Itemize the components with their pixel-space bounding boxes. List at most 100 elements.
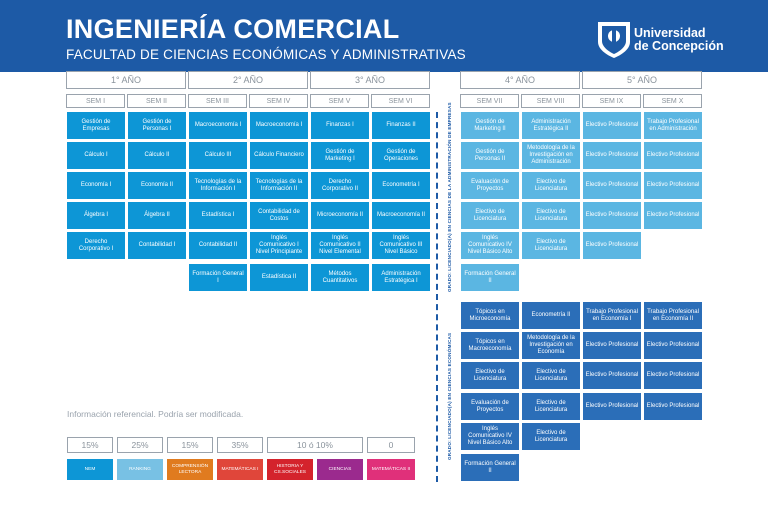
weight-lectora: 15%	[167, 437, 213, 453]
course-box: Electivo Profesional	[644, 332, 702, 359]
course-box: Inglés Comunicativo III Nivel Básico	[372, 232, 430, 259]
legend-matematicas-1: MATEMÁTICAS I	[217, 459, 263, 480]
course-box: Evaluación de Proyectos	[461, 172, 519, 199]
page-title: INGENIERÍA COMERCIAL	[66, 14, 400, 44]
course-box: Tópicos en Microeconomía	[461, 302, 519, 329]
course-box: Inglés Comunicativo IV Nivel Básico Alto	[461, 232, 519, 259]
course-box: Metodología de la Investigación en Econo…	[522, 332, 580, 359]
legend-ciencias: CIENCIAS	[317, 459, 363, 480]
course-box: Administración Estratégica I	[372, 264, 430, 291]
course-box: Álgebra I	[67, 202, 125, 229]
year-header-4: 4° AÑO	[460, 71, 580, 89]
course-box: Formación General II	[461, 264, 519, 291]
weight-matematicas-2: 0	[367, 437, 415, 453]
course-box: Contabilidad II	[189, 232, 247, 259]
sem-header-8: SEM VIII	[521, 94, 580, 108]
course-box: Gestión de Marketing I	[311, 142, 369, 169]
course-box: Cálculo III	[189, 142, 247, 169]
sem-header-10: SEM X	[643, 94, 702, 108]
sem-header-9: SEM IX	[582, 94, 641, 108]
sem-header-7: SEM VII	[460, 94, 519, 108]
year-header-5: 5° AÑO	[582, 71, 702, 89]
course-box: Inglés Comunicativo IV Nivel Básico Alto	[461, 423, 519, 450]
course-box: Gestión de Personas II	[461, 142, 519, 169]
course-box: Trabajo Profesional en Economía II	[644, 302, 702, 329]
degree-divider	[436, 112, 438, 482]
legend-comprension-lectora: COMPRENSIÓN LECTORA	[167, 459, 213, 480]
logo-line-1: Universidad	[634, 26, 706, 40]
course-box: Macroeconomía I	[250, 112, 308, 139]
course-box: Electivo Profesional	[644, 172, 702, 199]
course-box: Gestión de Personas I	[128, 112, 186, 139]
sem-header-4: SEM IV	[249, 94, 308, 108]
weight-historia-ciencias: 10 ó 10%	[267, 437, 363, 453]
course-box: Electivo Profesional	[583, 112, 641, 139]
course-box: Electivo Profesional	[644, 393, 702, 420]
course-box: Trabajo Profesional en Economía I	[583, 302, 641, 329]
weight-nem: 15%	[67, 437, 113, 453]
course-box: Electivo de Licenciatura	[461, 362, 519, 389]
sem-header-5: SEM V	[310, 94, 369, 108]
legend-nem: NEM	[67, 459, 113, 480]
course-box: Electivo de Licenciatura	[461, 202, 519, 229]
year-header-3: 3° AÑO	[310, 71, 430, 89]
course-box: Electivo Profesional	[644, 142, 702, 169]
course-box: Electivo Profesional	[583, 332, 641, 359]
course-box: Electivo de Licenciatura	[522, 362, 580, 389]
legend-matematicas-2: MATEMÁTICAS II	[367, 459, 415, 480]
course-box: Cálculo I	[67, 142, 125, 169]
course-box: Derecho Corporativo I	[67, 232, 125, 259]
course-box: Derecho Corporativo II	[311, 172, 369, 199]
course-box: Tecnologías de la Información I	[189, 172, 247, 199]
course-box: Electivo de Licenciatura	[522, 423, 580, 450]
course-box: Economía I	[67, 172, 125, 199]
course-box: Administración Estratégica II	[522, 112, 580, 139]
disclaimer-note: Información referencial. Podría ser modi…	[67, 409, 244, 419]
course-box: Cálculo II	[128, 142, 186, 169]
legend-historia: HISTORIA Y CS.SOCIALES	[267, 459, 313, 480]
course-box: Electivo Profesional	[583, 142, 641, 169]
course-box: Econometría I	[372, 172, 430, 199]
course-box: Estadística I	[189, 202, 247, 229]
course-box: Econometría II	[522, 302, 580, 329]
course-box: Electivo de Licenciatura	[522, 202, 580, 229]
course-box: Trabajo Profesional en Administración	[644, 112, 702, 139]
course-box: Contabilidad I	[128, 232, 186, 259]
course-box: Electivo Profesional	[583, 202, 641, 229]
course-box: Inglés Comunicativo I Nivel Principiante	[250, 232, 308, 259]
course-box: Economía II	[128, 172, 186, 199]
weight-matematicas-1: 35%	[217, 437, 263, 453]
course-box: Electivo Profesional	[583, 362, 641, 389]
course-box: Contabilidad de Costos	[250, 202, 308, 229]
course-box: Álgebra II	[128, 202, 186, 229]
course-box: Métodos Cuantitativos	[311, 264, 369, 291]
course-box: Electivo Profesional	[644, 202, 702, 229]
course-box: Finanzas II	[372, 112, 430, 139]
course-box: Electivo de Licenciatura	[522, 393, 580, 420]
course-box: Tópicos en Macroeconomía	[461, 332, 519, 359]
page-subtitle: FACULTAD DE CIENCIAS ECONÓMICAS Y ADMINI…	[66, 47, 466, 62]
course-box: Cálculo Financiero	[250, 142, 308, 169]
course-box: Gestión de Operaciones	[372, 142, 430, 169]
logo-line-2: de Concepción	[634, 39, 724, 53]
sem-header-2: SEM II	[127, 94, 186, 108]
sem-header-6: SEM VI	[371, 94, 430, 108]
course-box: Finanzas I	[311, 112, 369, 139]
course-box: Gestión de Empresas	[67, 112, 125, 139]
year-header-1: 1° AÑO	[66, 71, 186, 89]
course-box: Macroeconomía I	[189, 112, 247, 139]
course-box: Electivo Profesional	[583, 172, 641, 199]
weight-ranking: 25%	[117, 437, 163, 453]
sem-header-1: SEM I	[66, 94, 125, 108]
course-box: Electivo Profesional	[644, 362, 702, 389]
course-box: Estadística II	[250, 264, 308, 291]
year-header-2: 2° AÑO	[188, 71, 308, 89]
course-box: Electivo de Licenciatura	[522, 232, 580, 259]
university-crest-icon	[598, 22, 630, 58]
page-header: INGENIERÍA COMERCIAL FACULTAD DE CIENCIA…	[0, 0, 768, 72]
course-box: Electivo de Licenciatura	[522, 172, 580, 199]
degree-label-administracion: GRADO: LICENCIADO(A) EN CIENCIAS DE LA A…	[447, 102, 452, 292]
sem-header-3: SEM III	[188, 94, 247, 108]
university-logo-text: Universidad de Concepción	[634, 27, 724, 53]
course-box: Electivo Profesional	[583, 232, 641, 259]
